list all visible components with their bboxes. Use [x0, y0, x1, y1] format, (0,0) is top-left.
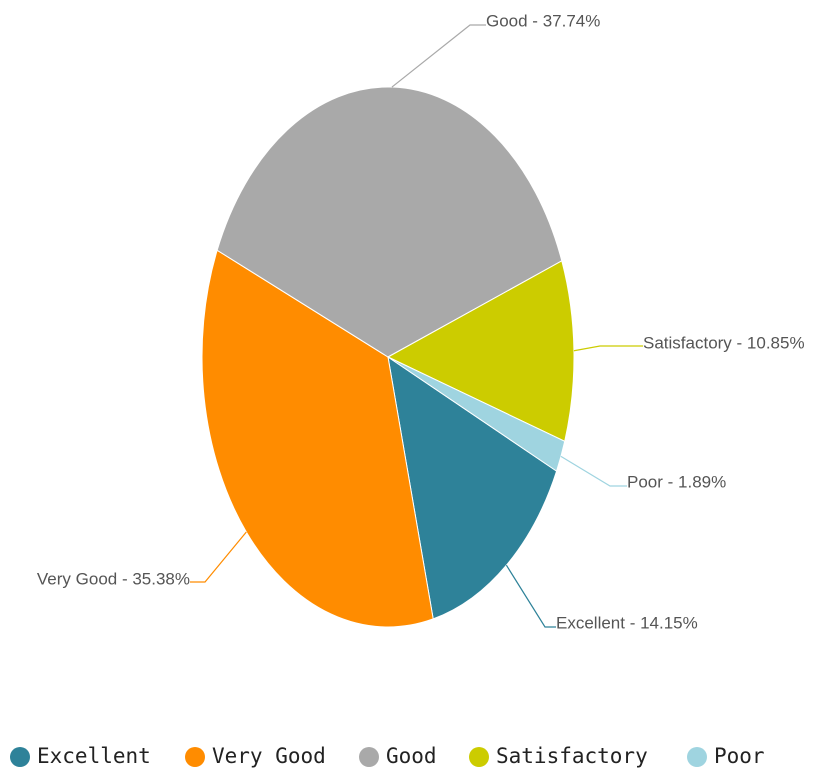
leader-line	[505, 564, 556, 628]
data-label: Good - 37.74%	[486, 11, 600, 30]
leader-line	[391, 24, 486, 88]
legend-label: Satisfactory	[496, 744, 648, 768]
legend-label: Excellent	[37, 744, 151, 768]
leader-line	[190, 531, 247, 583]
pie-slice	[387, 356, 566, 472]
legend-swatch	[469, 747, 489, 767]
legend-label: Good	[386, 744, 437, 768]
leader-line	[573, 345, 643, 352]
leader-line	[560, 455, 627, 487]
legend-swatch	[185, 747, 205, 767]
pie-slice	[387, 355, 558, 620]
legend-swatch	[10, 747, 30, 767]
legend-label: Very Good	[212, 744, 326, 768]
legend-label: Poor	[714, 744, 765, 768]
data-label: Satisfactory - 10.85%	[643, 333, 805, 352]
data-label: Excellent - 14.15%	[556, 613, 698, 632]
data-label: Very Good - 35.38%	[37, 569, 190, 588]
data-label: Poor - 1.89%	[627, 472, 726, 491]
pie-slice	[216, 86, 563, 358]
pie-slice	[201, 249, 434, 628]
legend-swatch	[687, 747, 707, 767]
legend-swatch	[359, 747, 379, 767]
